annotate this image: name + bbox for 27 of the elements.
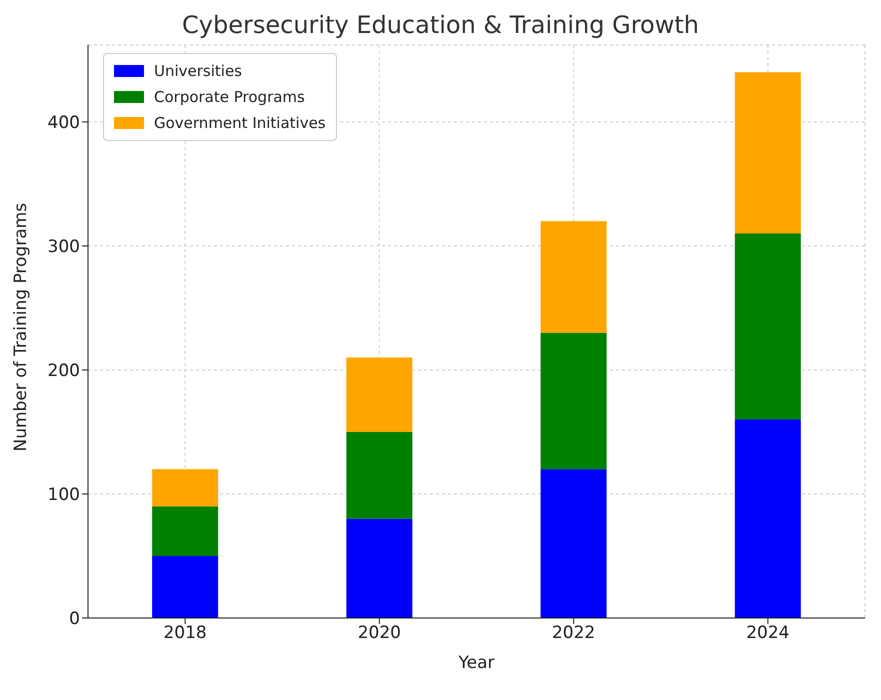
x-tick-label: 2018: [163, 623, 207, 644]
x-tick-label: 2020: [358, 623, 402, 644]
x-tick-label: 2022: [552, 623, 596, 644]
y-tick-label: 200: [48, 360, 80, 381]
y-axis-title: Number of Training Programs: [11, 202, 32, 452]
bar: [734, 420, 801, 618]
x-axis-title: Year: [458, 653, 495, 673]
bar: [152, 469, 218, 506]
legend-label: Corporate Programs: [154, 87, 305, 108]
legend-label: Government Initiatives: [154, 113, 326, 134]
bar: [152, 556, 218, 618]
bar: [540, 332, 607, 470]
y-tick-label: 300: [48, 236, 80, 257]
x-tick-label: 2024: [746, 623, 790, 644]
bar: [540, 469, 607, 618]
legend-label: Universities: [154, 61, 242, 82]
y-tick-label: 400: [48, 112, 80, 133]
bar: [346, 358, 412, 432]
chart-title: Cybersecurity Education & Training Growth: [181, 10, 700, 41]
bar: [734, 72, 801, 234]
y-tick-label: 100: [48, 485, 80, 506]
y-tick-label: 0: [69, 609, 80, 630]
bar: [540, 221, 607, 333]
bar: [346, 432, 412, 519]
bar: [734, 234, 801, 420]
bar: [152, 506, 218, 556]
bar: [346, 518, 412, 618]
